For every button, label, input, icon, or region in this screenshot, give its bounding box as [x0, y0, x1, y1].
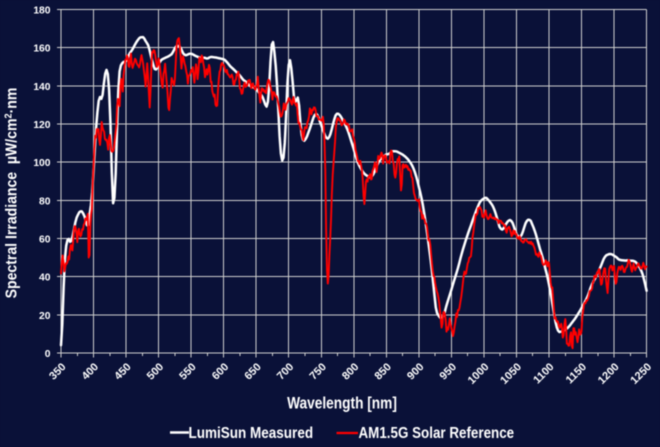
svg-text:Wavelength [nm]: Wavelength [nm] [287, 394, 397, 412]
svg-text:60: 60 [39, 235, 51, 246]
svg-text:180: 180 [33, 6, 50, 17]
svg-text:80: 80 [39, 196, 51, 207]
svg-text:100: 100 [33, 158, 50, 169]
svg-text:160: 160 [33, 44, 50, 55]
svg-text:AM1.5G Solar Reference: AM1.5G Solar Reference [359, 425, 515, 442]
svg-text:40: 40 [39, 273, 51, 284]
svg-text:Spectral Irradiance µW/cm2·nm: Spectral Irradiance µW/cm2·nm [3, 88, 21, 299]
svg-text:0: 0 [45, 349, 51, 360]
svg-text:20: 20 [39, 311, 51, 322]
svg-text:120: 120 [33, 120, 50, 131]
svg-text:LumiSun Measured: LumiSun Measured [189, 425, 314, 442]
svg-text:140: 140 [33, 82, 50, 93]
